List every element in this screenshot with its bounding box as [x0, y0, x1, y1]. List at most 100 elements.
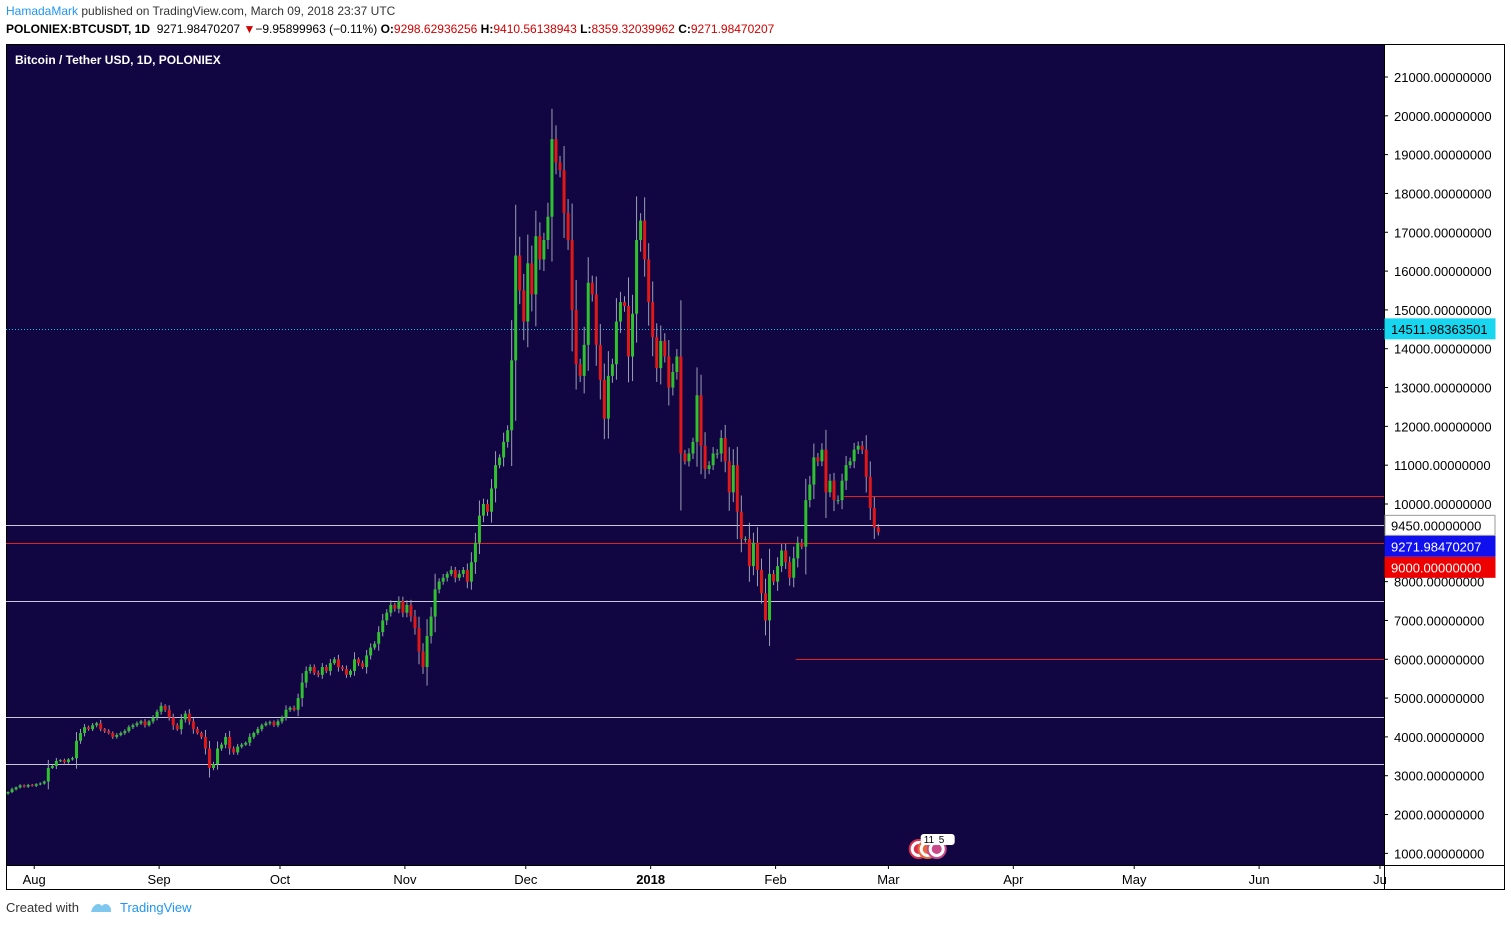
candle-body [856, 445, 860, 450]
candle [586, 257, 590, 371]
candle [550, 108, 554, 262]
candle [812, 443, 816, 500]
price-axis-background[interactable] [1384, 44, 1505, 865]
candle-body [95, 723, 99, 726]
candle [570, 203, 574, 352]
candle [232, 746, 236, 755]
candle-body [344, 668, 348, 675]
candle-body [707, 465, 711, 470]
candle [280, 715, 284, 724]
candle-body [207, 748, 211, 768]
candle [437, 578, 441, 594]
candle-body [42, 781, 46, 784]
candle-body [739, 511, 743, 539]
candle [87, 725, 91, 731]
candle [606, 351, 610, 439]
candle-body [280, 717, 284, 722]
candle [711, 447, 715, 471]
candle [187, 709, 191, 725]
candle [167, 705, 171, 721]
candle-body [79, 733, 83, 741]
candle-body [99, 723, 103, 730]
candle-body [727, 461, 731, 493]
candle-body [70, 758, 74, 760]
price-badge-box [1384, 535, 1496, 557]
candle [99, 719, 103, 732]
candle-body [751, 542, 755, 567]
candle-body [167, 709, 171, 718]
author-link[interactable]: HamadaMark [6, 4, 79, 18]
plot-background [6, 44, 1384, 865]
candle [751, 532, 755, 576]
candle [26, 783, 30, 788]
candle-body [393, 604, 397, 609]
candle [465, 563, 469, 589]
candle [183, 710, 187, 723]
candle [522, 273, 526, 341]
candle-body [594, 294, 598, 345]
candle [155, 709, 159, 721]
candle [820, 443, 824, 467]
price-badge-label: 9271.98470207 [1391, 539, 1481, 554]
candle [14, 786, 18, 791]
candle-body [30, 785, 34, 787]
candle-body [808, 484, 812, 501]
candle [477, 500, 481, 555]
candle-body [824, 449, 828, 493]
candle-body [550, 139, 554, 217]
candle-body [659, 340, 663, 369]
candle-body [46, 767, 50, 782]
chart-frame[interactable]: 1000.00000000 2000.00000000 3000.00000000 4… [6, 44, 1505, 890]
y-tick-label: 12000.00000000 [1394, 419, 1492, 434]
candle-body [389, 604, 393, 613]
candle-body [469, 562, 473, 582]
candle-body [840, 480, 844, 501]
candle-body [796, 542, 800, 559]
candle [768, 548, 772, 646]
candle-body [328, 663, 332, 671]
candle-body [195, 729, 199, 734]
y-tick-label: 18000.00000000 [1394, 186, 1492, 201]
candle-body [804, 500, 808, 547]
price-badge-label: 14511.98363501 [1391, 322, 1488, 337]
candle-body [151, 717, 155, 722]
candle [546, 202, 550, 250]
candle [159, 702, 163, 715]
candle [127, 725, 131, 733]
tradingview-link[interactable]: TradingView [120, 900, 192, 915]
candle-body [401, 601, 405, 613]
candle-body [163, 705, 167, 710]
candle-body [683, 453, 687, 462]
candle [111, 731, 115, 739]
candle-body [252, 733, 256, 737]
candle [828, 473, 832, 498]
candle [272, 720, 276, 727]
candle-body [655, 337, 659, 369]
down-arrow-icon: ▼ [243, 22, 256, 36]
candle [780, 543, 784, 573]
candle-body [26, 785, 30, 787]
candle-body [719, 438, 723, 454]
candle-body [107, 731, 111, 734]
candle-body [844, 465, 848, 481]
candle-body [872, 507, 876, 528]
candle [143, 719, 147, 728]
candle [856, 441, 860, 455]
candle [353, 652, 357, 676]
candle [38, 782, 42, 786]
time-axis-background[interactable] [6, 865, 1505, 890]
candle [695, 367, 699, 467]
candle [365, 649, 369, 674]
candle [276, 719, 280, 728]
candle-body [183, 713, 187, 720]
candle [260, 723, 264, 732]
candle-body [429, 616, 433, 636]
candle-body [332, 659, 336, 664]
candle-body [715, 453, 719, 455]
x-tick-label: Ju [1373, 872, 1387, 887]
candle [683, 449, 687, 465]
candle [481, 498, 485, 523]
candle [445, 571, 449, 582]
price-chart[interactable]: 1000.00000000 2000.00000000 3000.00000000 4… [6, 44, 1505, 890]
candle [91, 723, 95, 732]
